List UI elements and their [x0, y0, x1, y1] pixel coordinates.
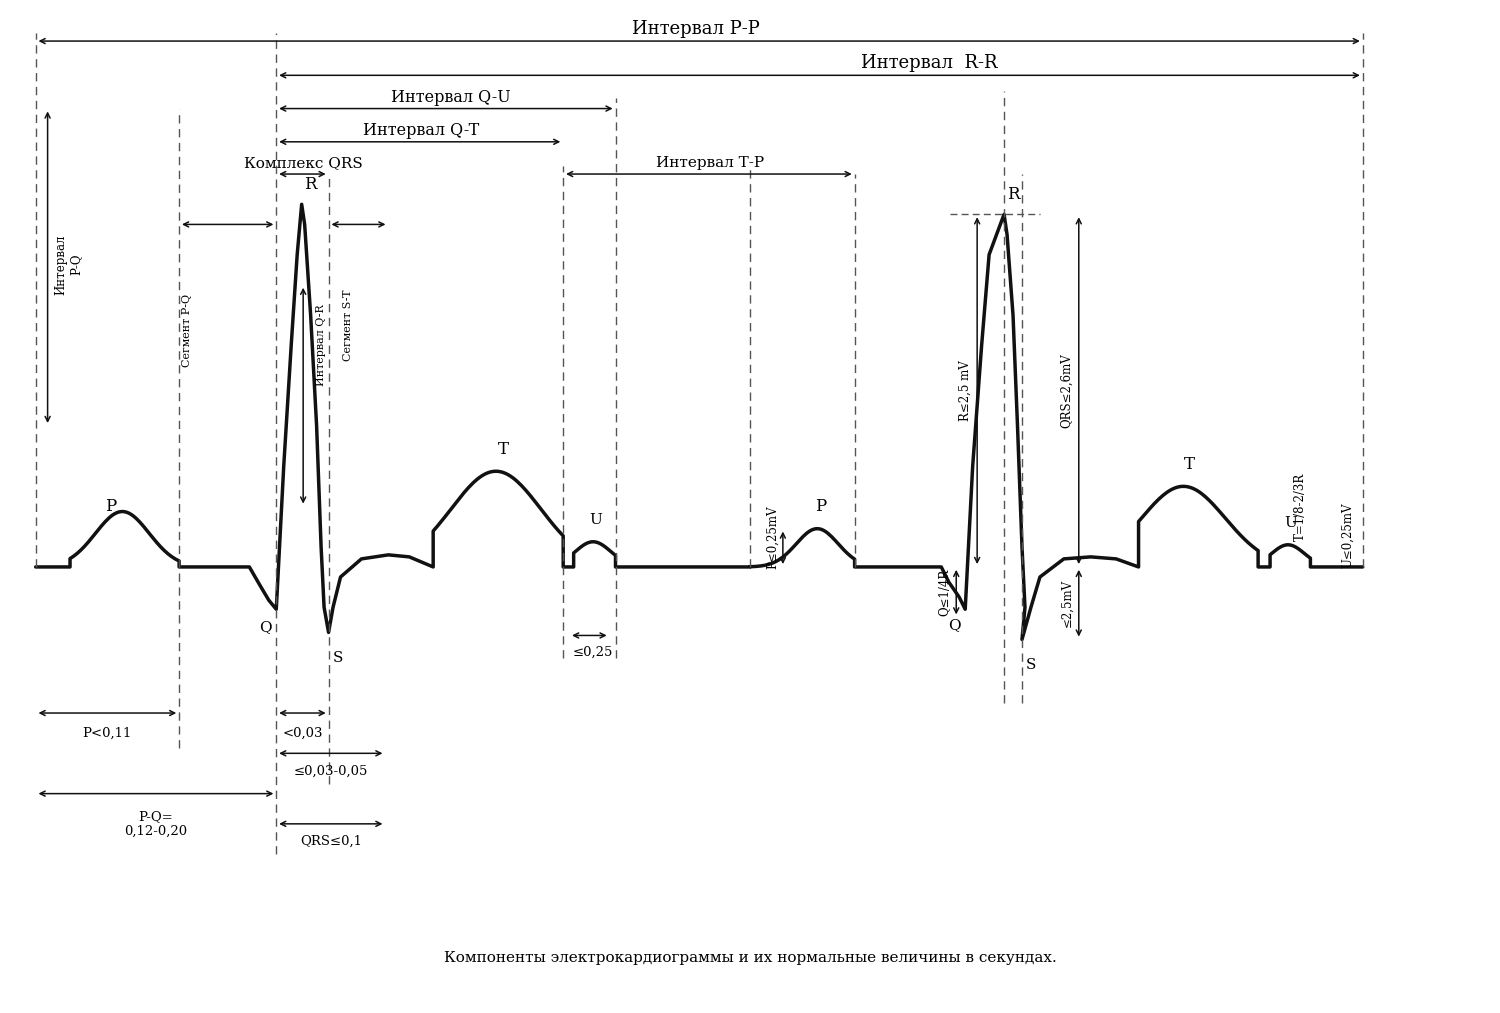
Text: T: T: [1184, 456, 1196, 473]
Text: S: S: [1026, 657, 1036, 672]
Text: U: U: [590, 513, 603, 527]
Text: Интервал Т-Р: Интервал Т-Р: [656, 156, 764, 170]
Text: QRS≤0,1: QRS≤0,1: [300, 835, 362, 848]
Text: R≤2,5 mV: R≤2,5 mV: [958, 361, 972, 421]
Text: ≤2,5mV: ≤2,5mV: [1060, 579, 1074, 627]
Text: P<0,11: P<0,11: [82, 726, 132, 739]
Text: Интервал Q-T: Интервал Q-T: [363, 123, 480, 139]
Text: Интервал Q-R: Интервал Q-R: [316, 305, 326, 386]
Text: S: S: [333, 650, 342, 665]
Text: R: R: [304, 175, 316, 192]
Text: ≤0,25: ≤0,25: [572, 646, 612, 659]
Text: Интервал
Р-Q: Интервал Р-Q: [54, 235, 82, 295]
Text: R: R: [1007, 185, 1020, 203]
Text: Q: Q: [948, 618, 962, 632]
Text: T: T: [498, 441, 508, 458]
Text: U: U: [1284, 516, 1298, 530]
Text: P≤0,25mV: P≤0,25mV: [766, 505, 778, 569]
Text: P: P: [815, 498, 827, 515]
Text: Компоненты электрокардиограммы и их нормальные величины в секундах.: Компоненты электрокардиограммы и их норм…: [444, 951, 1056, 964]
Text: Сегмент S-T: Сегмент S-T: [344, 290, 352, 361]
Text: Интервал Q-U: Интервал Q-U: [392, 89, 512, 106]
Text: Q≤1/4R: Q≤1/4R: [938, 568, 951, 616]
Text: U≤0,25mV: U≤0,25mV: [1341, 503, 1354, 568]
Text: T=1/8-2/3R: T=1/8-2/3R: [1293, 472, 1306, 541]
Text: QRS≤2,6mV: QRS≤2,6mV: [1060, 354, 1074, 428]
Text: ≤0,03-0,05: ≤0,03-0,05: [294, 765, 368, 778]
Text: P: P: [105, 498, 116, 515]
Text: Интервал  R-R: Интервал R-R: [861, 55, 998, 72]
Text: <0,03: <0,03: [282, 726, 322, 739]
Text: Сегмент Р-Q: Сегмент Р-Q: [182, 294, 192, 367]
Text: P-Q=
0,12-0,20: P-Q= 0,12-0,20: [124, 809, 188, 838]
Text: Q: Q: [260, 620, 272, 634]
Text: Комплекс QRS: Комплекс QRS: [244, 156, 363, 170]
Text: Интервал Р-Р: Интервал Р-Р: [633, 20, 760, 37]
